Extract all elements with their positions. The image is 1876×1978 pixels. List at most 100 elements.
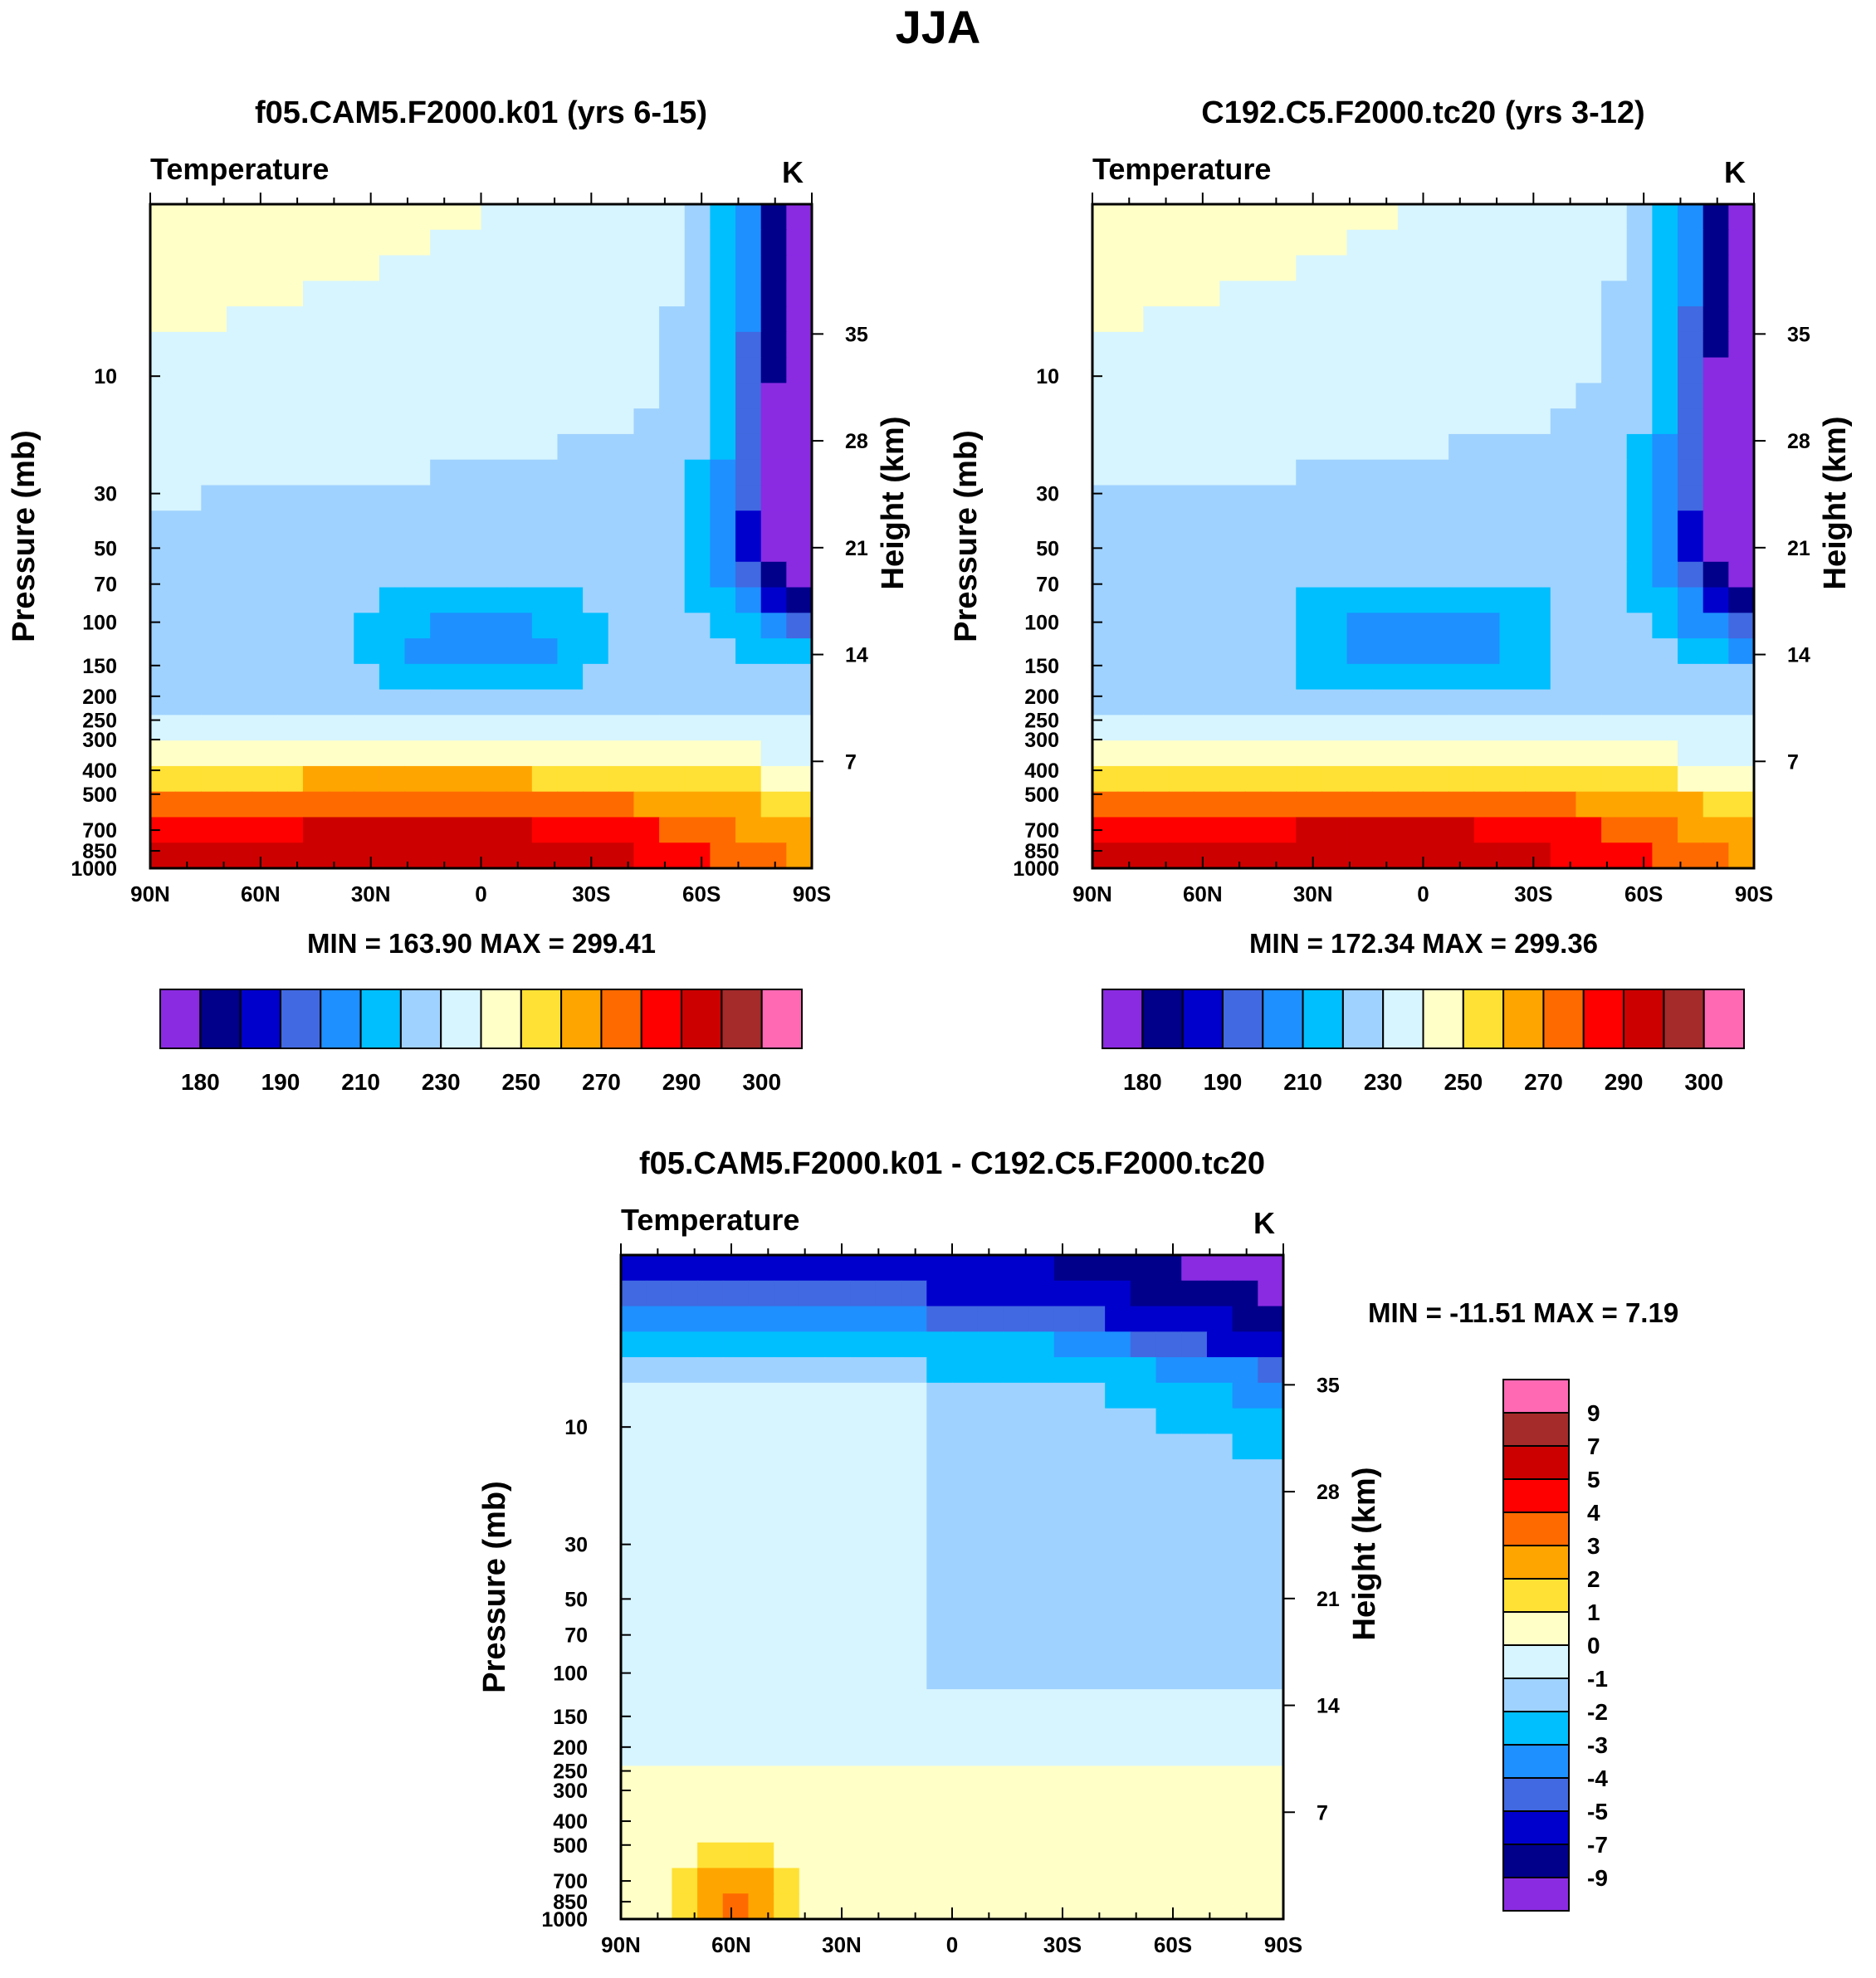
contour-cell xyxy=(481,229,507,256)
contour-cell xyxy=(1296,689,1322,716)
contour-cell xyxy=(302,663,330,691)
contour-cell xyxy=(786,536,813,563)
contour-cell xyxy=(1117,204,1144,231)
contour-cell xyxy=(175,638,202,665)
contour-cell xyxy=(201,587,227,614)
contour-cell xyxy=(1703,204,1730,231)
contour-cell xyxy=(608,255,635,282)
contour-cell xyxy=(748,1868,774,1894)
contour-cell xyxy=(328,663,354,691)
panel-1-field xyxy=(150,204,813,869)
contour-cell xyxy=(1525,561,1551,589)
contour-cell xyxy=(354,791,380,818)
contour-cell xyxy=(1092,791,1119,818)
contour-cell xyxy=(659,485,686,511)
contour-cell xyxy=(1079,1484,1106,1512)
contour-cell xyxy=(621,1893,647,1920)
contour-cell xyxy=(1652,536,1678,563)
contour-cell xyxy=(1372,791,1399,818)
contour-cell xyxy=(977,1357,1004,1384)
contour-cell xyxy=(175,331,202,359)
contour-cell xyxy=(1703,638,1730,665)
colorbar-box xyxy=(1502,1877,1570,1912)
contour-cell xyxy=(226,510,253,537)
contour-cell xyxy=(952,1714,979,1741)
contour-cell xyxy=(481,663,507,691)
contour-cell xyxy=(646,1816,673,1844)
contour-cell xyxy=(175,765,202,793)
colorbar-box xyxy=(1382,989,1424,1049)
contour-cell xyxy=(379,255,406,282)
contour-cell xyxy=(1117,255,1144,282)
y-axis-title: Pressure (mb) xyxy=(477,1481,512,1693)
contour-cell xyxy=(583,817,609,843)
contour-cell xyxy=(1003,1255,1029,1282)
contour-cell xyxy=(506,613,533,639)
contour-cell xyxy=(977,1408,1004,1435)
contour-cell xyxy=(1499,306,1526,333)
contour-cell xyxy=(1652,765,1678,793)
contour-cell xyxy=(1155,1816,1182,1844)
contour-cell xyxy=(1003,1638,1029,1665)
contour-cell xyxy=(557,357,584,384)
contour-cell xyxy=(1423,357,1449,384)
contour-cell xyxy=(926,1612,953,1639)
contour-cell xyxy=(1397,842,1424,869)
contour-cell xyxy=(1092,383,1119,409)
contour-cell xyxy=(722,1484,750,1512)
contour-cell xyxy=(150,331,177,359)
contour-cell xyxy=(633,715,660,741)
contour-cell xyxy=(760,408,788,435)
contour-cell xyxy=(697,1663,724,1690)
contour-cell xyxy=(277,536,304,563)
contour-cell xyxy=(354,204,380,231)
contour-cell xyxy=(1499,689,1526,716)
contour-cell xyxy=(1550,842,1577,869)
y-tick-label: 70 xyxy=(564,1624,588,1648)
panel-title: C192.C5.F2000.tc20 (yrs 3-12) xyxy=(1201,95,1644,130)
contour-cell xyxy=(926,1408,953,1435)
contour-cell xyxy=(302,281,330,307)
contour-cell xyxy=(1155,1484,1182,1512)
contour-cell xyxy=(1550,281,1577,307)
contour-cell xyxy=(354,663,380,691)
contour-cell xyxy=(875,1306,902,1333)
colorbar-box xyxy=(1502,1611,1570,1646)
contour-cell xyxy=(1155,1510,1182,1537)
contour-cell xyxy=(1296,281,1322,307)
contour-cell xyxy=(1499,791,1526,818)
contour-cell xyxy=(1219,613,1246,639)
contour-cell xyxy=(1449,842,1475,869)
contour-cell xyxy=(1003,1791,1029,1818)
contour-cell xyxy=(201,485,227,511)
contour-cell xyxy=(760,587,788,614)
contour-cell xyxy=(150,485,177,511)
contour-cell xyxy=(1168,765,1195,793)
contour-cell xyxy=(722,1280,750,1307)
contour-cell xyxy=(557,765,584,793)
contour-cell xyxy=(1626,485,1654,511)
figure-title: JJA xyxy=(896,1,981,53)
contour-cell xyxy=(621,1587,647,1614)
contour-cell xyxy=(1206,1663,1234,1690)
units-label: K xyxy=(782,155,804,189)
contour-cell xyxy=(226,663,253,691)
contour-cell xyxy=(583,459,609,486)
contour-cell xyxy=(1449,408,1475,435)
contour-cell xyxy=(1449,561,1475,589)
contour-cell xyxy=(201,663,227,691)
contour-cell xyxy=(875,1663,902,1690)
contour-cell xyxy=(926,1740,953,1767)
contour-cell xyxy=(430,255,457,282)
contour-cell xyxy=(1321,689,1348,716)
contour-cell xyxy=(1028,1612,1055,1639)
contour-cell xyxy=(1181,1587,1208,1614)
contour-cell xyxy=(1219,715,1246,741)
contour-cell xyxy=(850,1484,877,1512)
contour-cell xyxy=(1678,587,1704,614)
contour-cell xyxy=(1105,1587,1131,1614)
contour-cell xyxy=(1206,1612,1234,1639)
contour-cell xyxy=(977,1816,1004,1844)
contour-cell xyxy=(926,1561,953,1588)
contour-cell xyxy=(1079,1382,1106,1409)
